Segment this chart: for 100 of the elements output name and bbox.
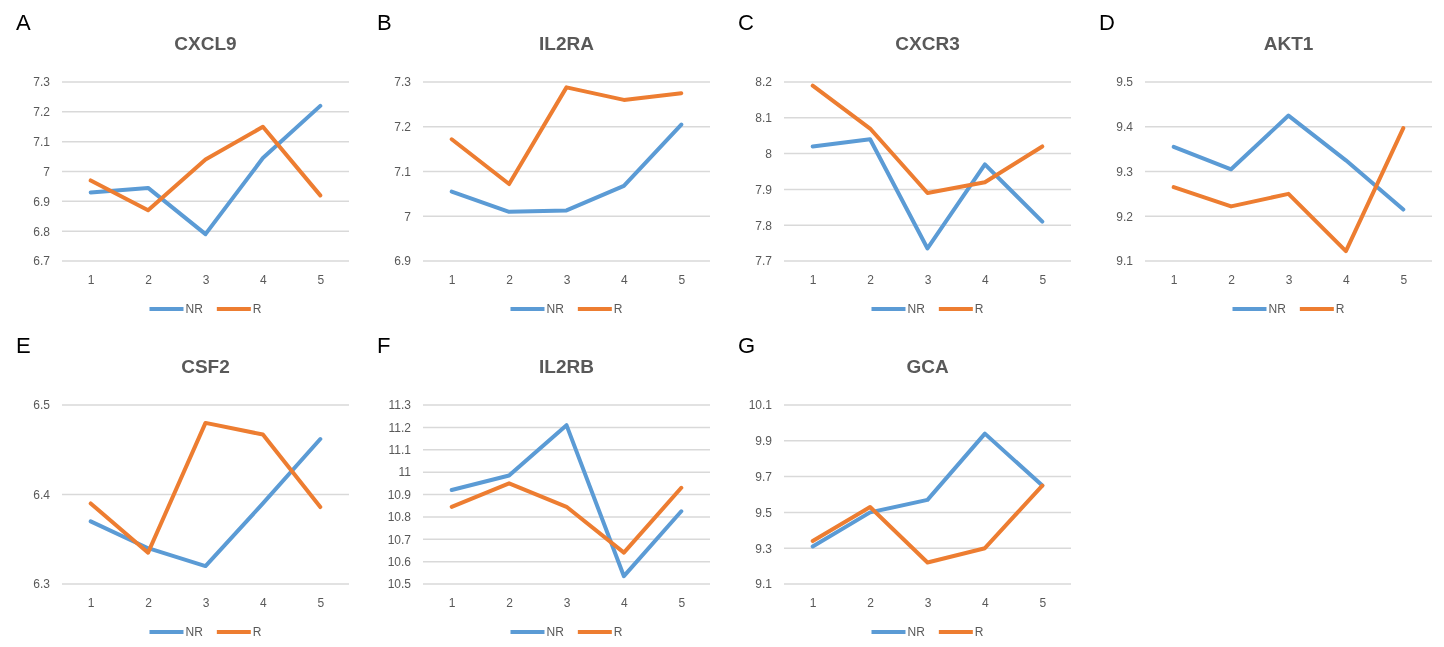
line-series (1171, 126, 1406, 254)
legend-label: NR (546, 625, 565, 639)
y-tick-label: 6.7 (33, 254, 51, 269)
x-tick-label: 1 (809, 272, 817, 287)
y-tick-label: 8 (765, 146, 773, 161)
x-tick-label: 3 (563, 272, 571, 287)
y-tick-label: 7.3 (394, 75, 412, 90)
x-tick-label: 4 (260, 595, 268, 610)
legend-label: R (1335, 302, 1345, 316)
y-tick-label: 6.4 (33, 487, 51, 502)
y-tick-label: 9.1 (1116, 254, 1134, 269)
text: F (377, 333, 391, 358)
y-tick-label: 9.3 (755, 541, 773, 556)
y-tick-label: 6.8 (33, 224, 51, 239)
text: B (377, 10, 392, 35)
x-tick-label: 5 (1039, 595, 1047, 610)
y-tick-label: 7.3 (33, 75, 51, 90)
y-tick-label: 9.5 (1116, 75, 1134, 90)
chart-title: IL2RB (539, 356, 594, 377)
chart-title: CSF2 (181, 356, 230, 377)
legend-label: R (974, 625, 984, 639)
y-tick-label: 7.2 (394, 120, 412, 135)
line-series (88, 124, 323, 213)
legend-label: R (974, 302, 984, 316)
y-tick-label: 8.1 (755, 111, 773, 126)
x-tick-label: 2 (145, 595, 153, 610)
line-series (1171, 113, 1406, 212)
y-tick-label: 6.9 (33, 194, 51, 209)
x-tick-label: 4 (982, 595, 990, 610)
x-tick-label: 5 (317, 595, 325, 610)
line-series (810, 137, 1045, 251)
y-tick-label: 10.1 (748, 398, 773, 413)
y-tick-label: 7 (43, 164, 51, 179)
y-tick-label: 11.3 (388, 398, 412, 413)
line-series (449, 481, 684, 555)
line-series (810, 83, 1045, 195)
line-series (88, 420, 323, 555)
y-tick-label: 8.2 (755, 75, 773, 90)
x-tick-label: 2 (145, 272, 153, 287)
x-tick-label: 4 (260, 272, 268, 287)
y-tick-label: 10.8 (387, 510, 412, 525)
x-tick-label: 1 (1170, 272, 1178, 287)
y-tick-label: 7.8 (755, 218, 773, 233)
y-tick-label: 7 (404, 209, 412, 224)
legend-label: R (252, 625, 262, 639)
text: A (16, 10, 31, 35)
x-tick-label: 2 (867, 595, 875, 610)
line-series (810, 431, 1045, 549)
y-tick-label: 11.2 (388, 420, 412, 435)
line-series (88, 437, 323, 569)
y-tick-label: 6.5 (33, 398, 51, 413)
legend-label: R (613, 302, 623, 316)
chart-title: IL2RA (539, 33, 595, 54)
legend-label: NR (546, 302, 565, 316)
legend-label: R (613, 625, 623, 639)
x-tick-label: 3 (924, 595, 932, 610)
y-tick-label: 10.9 (387, 487, 412, 502)
legend-label: NR (185, 302, 204, 316)
x-tick-label: 2 (1228, 272, 1236, 287)
y-tick-label: 7.9 (755, 182, 773, 197)
line-series (449, 85, 684, 187)
x-tick-label: 2 (867, 272, 875, 287)
y-tick-label: 6.3 (33, 577, 51, 592)
y-tick-label: 10.6 (387, 554, 412, 569)
x-tick-label: 5 (1039, 272, 1047, 287)
y-tick-label: 9.1 (755, 577, 773, 592)
legend-label: R (252, 302, 262, 316)
x-tick-label: 2 (506, 595, 514, 610)
text: G (738, 333, 756, 358)
text: C (738, 10, 754, 35)
line-series (449, 122, 684, 214)
y-tick-label: 9.3 (1116, 164, 1134, 179)
x-tick-label: 3 (924, 272, 932, 287)
x-tick-label: 3 (563, 595, 571, 610)
line-series (449, 423, 684, 579)
y-tick-label: 10.5 (387, 577, 412, 592)
legend-label: NR (907, 625, 926, 639)
chart-title: GCA (906, 356, 949, 377)
legend-label: NR (907, 302, 926, 316)
line-series (810, 483, 1045, 565)
x-tick-label: 1 (87, 272, 95, 287)
y-tick-label: 7.7 (755, 254, 773, 269)
y-tick-label: 9.2 (1116, 209, 1134, 224)
x-tick-label: 5 (678, 595, 686, 610)
x-tick-label: 5 (1400, 272, 1408, 287)
y-tick-label: 9.5 (755, 505, 773, 520)
legend-label: NR (185, 625, 204, 639)
legend-label: NR (1268, 302, 1287, 316)
x-tick-label: 4 (621, 595, 629, 610)
x-tick-label: 3 (202, 595, 210, 610)
x-tick-label: 1 (448, 272, 456, 287)
x-tick-label: 1 (809, 595, 817, 610)
line-series (88, 103, 323, 237)
x-tick-label: 1 (87, 595, 95, 610)
x-tick-label: 2 (506, 272, 514, 287)
chart-title: CXCR3 (895, 33, 960, 54)
y-tick-label: 6.9 (394, 254, 412, 269)
y-tick-label: 11.1 (388, 443, 412, 458)
text: E (16, 333, 31, 358)
y-tick-label: 7.1 (33, 135, 51, 150)
